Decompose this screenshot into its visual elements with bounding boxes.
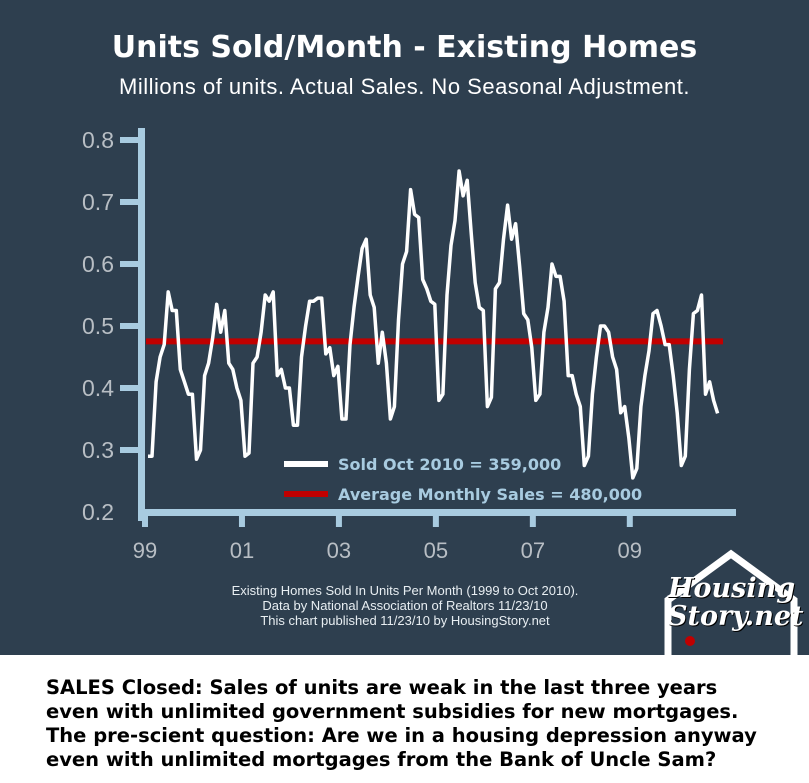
x-tick-label: 07: [521, 538, 545, 563]
y-tick-label: 0.8: [82, 127, 114, 153]
legend: Sold Oct 2010 = 359,000 Average Monthly …: [284, 455, 642, 504]
y-tick-mark: [120, 447, 140, 453]
y-tick-mark: [120, 199, 140, 205]
y-tick-label: 0.7: [82, 189, 114, 215]
y-tick-label: 0.3: [82, 437, 114, 463]
housingstory-logo-house-icon: [664, 549, 798, 655]
y-tick-mark: [120, 323, 140, 329]
y-tick-label: 0.6: [82, 251, 114, 277]
y-tick-mark: [120, 261, 140, 267]
x-tick-label: 05: [424, 538, 448, 563]
note-line: Data by National Association of Realtors…: [262, 598, 548, 613]
series-line-sold: [148, 169, 720, 480]
chart-subtitle: Millions of units. Actual Sales. No Seas…: [119, 74, 690, 99]
x-tick-mark: [626, 512, 633, 527]
line-chart: 0.2 0.3 0.4 0.5 0.6 0.7 0.8 99 01 03 05 07 09 Sold …: [82, 127, 736, 563]
x-tick-mark: [238, 512, 245, 527]
x-tick-mark: [529, 512, 536, 527]
caption-text: SALES Closed: Sales of units are weak in…: [46, 676, 757, 771]
note-line: This chart published 11/23/10 by Housing…: [260, 613, 550, 628]
logo-text: Housing Story.net: [668, 575, 803, 631]
logo-line2: Story.net: [668, 601, 804, 632]
logo-line1: Housing: [668, 573, 796, 604]
x-tick-label: 03: [327, 538, 351, 563]
x-tick-mark: [335, 512, 342, 527]
legend-label-sold: Sold Oct 2010 = 359,000: [338, 455, 561, 474]
y-tick-label: 0.4: [82, 375, 114, 401]
x-tick-label: 09: [618, 538, 642, 563]
chart-title: Units Sold/Month - Existing Homes: [111, 30, 698, 65]
y-tick-mark: [120, 137, 140, 143]
x-tick-mark: [432, 512, 439, 527]
y-tick-mark: [120, 385, 140, 391]
note-line: Existing Homes Sold In Units Per Month (…: [231, 583, 579, 598]
y-tick-label: 0.2: [82, 499, 114, 525]
x-tick-label: 99: [133, 538, 157, 563]
y-tick-label: 0.5: [82, 313, 114, 339]
x-tick-label: 01: [230, 538, 254, 563]
y-axis: [138, 128, 145, 521]
legend-label-average: Average Monthly Sales = 480,000: [338, 485, 642, 504]
legend-swatch-sold: [284, 461, 328, 467]
chart-notes: Existing Homes Sold In Units Per Month (…: [190, 583, 620, 628]
x-axis: [138, 509, 736, 516]
legend-swatch-average: [284, 491, 328, 497]
